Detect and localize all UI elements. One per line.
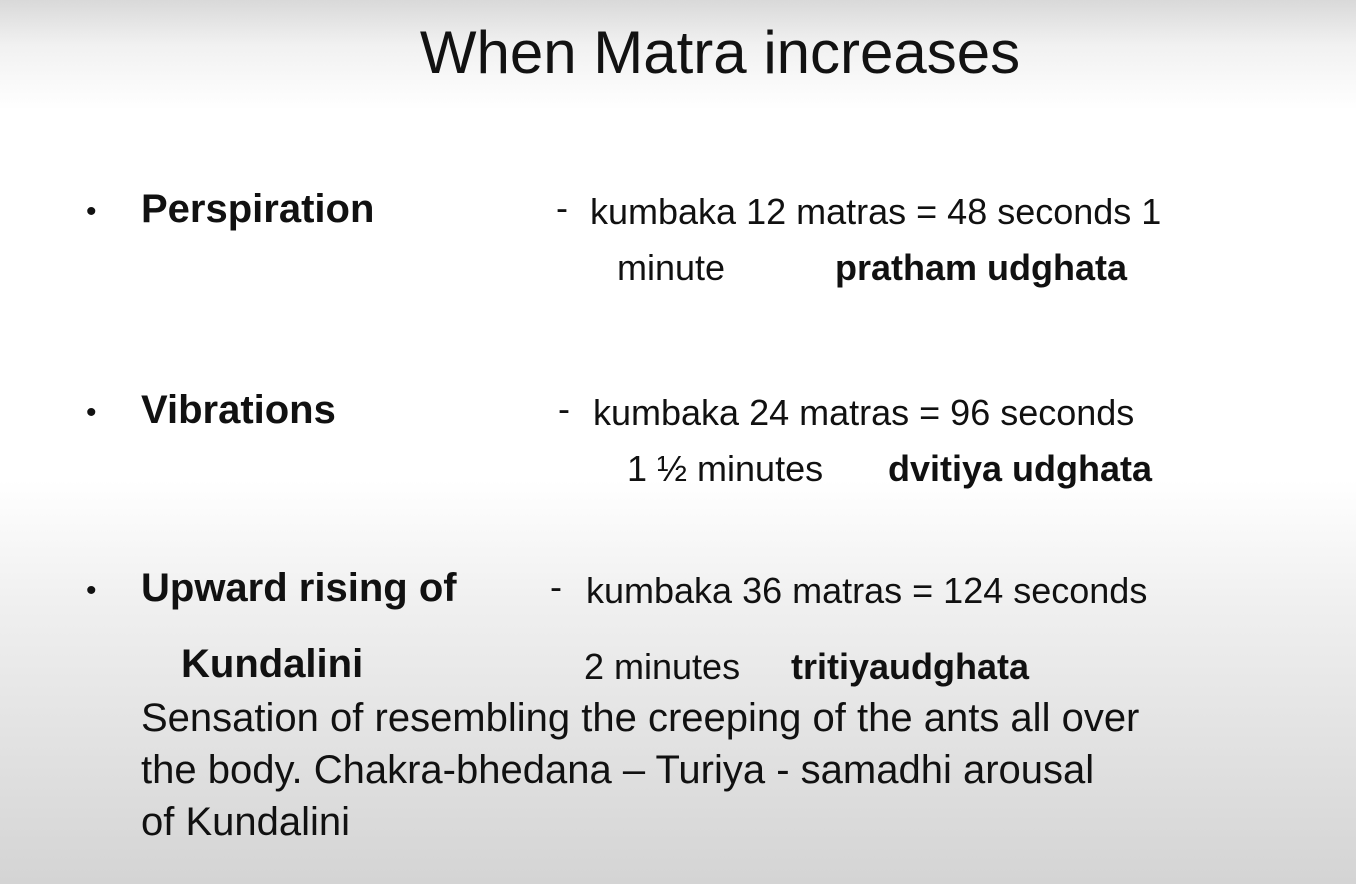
bullet-point: • (86, 195, 97, 228)
item-dash: - (550, 566, 562, 607)
item-duration: minute (617, 247, 726, 288)
item-dash: - (558, 388, 570, 429)
item-term: pratham udghata (835, 247, 1128, 288)
bullet-point: • (86, 574, 97, 607)
bullet-point: • (86, 396, 97, 429)
item-duration: 2 minutes (584, 646, 741, 687)
item-duration: 1 ½ minutes (627, 448, 824, 489)
item-detail-line: kumbaka 24 matras = 96 seconds (593, 392, 1135, 433)
item-description-line: the body. Chakra-bhedana – Turiya - sama… (141, 748, 1095, 792)
item-detail-line: kumbaka 36 matras = 124 seconds (586, 570, 1148, 611)
item-heading: Upward rising of (141, 566, 457, 610)
item-heading: Perspiration (141, 187, 375, 231)
item-detail-line: kumbaka 12 matras = 48 seconds 1 (590, 191, 1162, 232)
page-title: When Matra increases (419, 19, 1021, 86)
item-dash: - (556, 187, 568, 228)
item-heading: Vibrations (141, 388, 336, 432)
item-heading-continued: Kundalini (181, 642, 364, 686)
item-description-line: Sensation of resembling the creeping of … (141, 696, 1140, 740)
item-term: dvitiya udghata (888, 448, 1153, 489)
item-description-line: of Kundalini (141, 800, 351, 844)
item-term: tritiyaudghata (791, 646, 1030, 687)
